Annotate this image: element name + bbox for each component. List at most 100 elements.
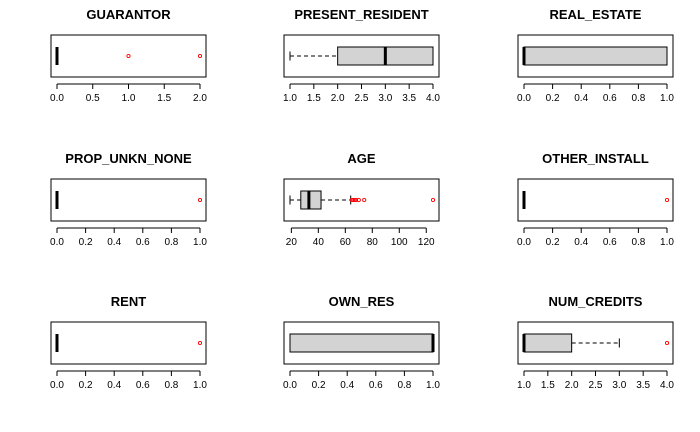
x-tick-label: 1.5 <box>157 93 171 104</box>
box <box>523 46 668 66</box>
x-tick-label: 20 <box>286 237 298 248</box>
x-tick-label: 0.6 <box>136 237 150 248</box>
x-tick-label: 40 <box>313 237 325 248</box>
x-tick-label: 0.0 <box>283 380 297 391</box>
panel-rent: RENT 0.0 0.2 0.4 0.6 0.8 1.0 <box>50 294 207 391</box>
x-tick-label: 2.0 <box>331 93 345 104</box>
x-tick-label: 0.2 <box>546 237 560 248</box>
x-tick-label: 0.4 <box>574 93 588 104</box>
panel-present-resident: PRESENT_RESIDENT 1.0 1.5 2.0 2.5 3.0 3.5 4.0 <box>283 7 440 104</box>
x-tick-label: 0.4 <box>107 237 121 248</box>
x-tick-label: 0.6 <box>136 380 150 391</box>
outlier-point <box>354 197 359 203</box>
outlier-point <box>351 197 356 203</box>
x-tick-label: 2.0 <box>565 380 579 391</box>
x-tick-label: 4.0 <box>426 93 440 104</box>
box <box>300 190 322 210</box>
panel-title: NUM_CREDITS <box>549 294 643 309</box>
x-tick-label: 2.0 <box>193 93 207 104</box>
plot-frame <box>283 178 440 222</box>
x-tick-label: 3.0 <box>378 93 392 104</box>
x-tick-label: 1.0 <box>660 237 674 248</box>
x-tick-label: 1.0 <box>193 380 207 391</box>
x-tick-label: 0.6 <box>603 93 617 104</box>
x-tick-label: 0.0 <box>50 380 64 391</box>
x-tick-label: 0.5 <box>86 93 100 104</box>
x-tick-label: 1.5 <box>307 93 321 104</box>
x-tick-label: 0.4 <box>107 380 121 391</box>
x-tick-label: 0.2 <box>79 237 93 248</box>
plot-frame <box>517 321 674 365</box>
panel-num-credits: NUM_CREDITS 1.0 1.5 2.0 2.5 3.0 3.5 4.0 <box>517 294 674 391</box>
x-tick-label: 1.0 <box>122 93 136 104</box>
panel-title: REAL_ESTATE <box>550 7 642 22</box>
x-tick-label: 1.0 <box>426 380 440 391</box>
plot-frame <box>517 178 674 222</box>
panel-title: OTHER_INSTALL <box>542 151 649 166</box>
x-tick-label: 0.0 <box>517 93 531 104</box>
x-tick-label: 3.5 <box>636 380 650 391</box>
plot-frame <box>283 321 440 365</box>
outlier-point <box>126 53 131 59</box>
x-tick-label: 0.2 <box>312 380 326 391</box>
plot-frame <box>50 321 207 365</box>
panel-other-install: OTHER_INSTALL 0.0 0.2 0.4 0.6 0.8 1.0 <box>517 151 674 248</box>
outlier-point <box>352 197 357 203</box>
outlier-point <box>362 197 367 203</box>
x-tick-label: 0.0 <box>50 237 64 248</box>
outlier-point <box>350 197 355 203</box>
panel-prop-unkn-none: PROP_UNKN_NONE 0.0 0.2 0.4 0.6 0.8 1.0 <box>50 151 207 248</box>
x-tick-label: 0.2 <box>546 93 560 104</box>
outlier-point <box>664 197 670 203</box>
panel-title: OWN_RES <box>329 294 395 309</box>
outlier-point <box>430 197 436 203</box>
x-tick-label: 0.6 <box>369 380 383 391</box>
outlier-point <box>197 53 203 59</box>
x-tick-label: 3.0 <box>612 380 626 391</box>
x-tick-label: 4.0 <box>660 380 674 391</box>
panel-title: AGE <box>347 151 376 166</box>
box <box>289 333 434 353</box>
x-tick-label: 2.5 <box>589 380 603 391</box>
x-tick-label: 1.0 <box>517 380 531 391</box>
plot-frame <box>50 34 207 78</box>
panel-title: RENT <box>111 294 146 309</box>
plot-frame <box>517 34 674 78</box>
x-tick-label: 2.5 <box>355 93 369 104</box>
x-tick-label: 120 <box>418 237 435 248</box>
panel-own-res: OWN_RES 0.0 0.2 0.4 0.6 0.8 1.0 <box>283 294 440 391</box>
outlier-point <box>197 340 203 346</box>
x-tick-label: 1.0 <box>660 93 674 104</box>
x-tick-label: 0.8 <box>164 237 178 248</box>
panel-guarantor: GUARANTOR 0.0 0.5 1.0 1.5 2.0 <box>50 7 207 104</box>
x-tick-label: 1.0 <box>283 93 297 104</box>
x-tick-label: 0.0 <box>50 93 64 104</box>
outlier-point <box>197 197 203 203</box>
plot-frame <box>283 34 440 78</box>
x-tick-label: 80 <box>367 237 379 248</box>
x-tick-label: 100 <box>391 237 408 248</box>
panel-title: GUARANTOR <box>86 7 171 22</box>
x-tick-label: 0.8 <box>631 237 645 248</box>
x-tick-label: 0.2 <box>79 380 93 391</box>
x-tick-label: 0.4 <box>340 380 354 391</box>
outlier-point <box>664 340 670 346</box>
panel-age: AGE 20 40 60 80 100 120 <box>283 151 440 248</box>
panel-title: PRESENT_RESIDENT <box>294 7 428 22</box>
panel-real-estate: REAL_ESTATE 0.0 0.2 0.4 0.6 0.8 1.0 <box>517 7 674 104</box>
plot-frame <box>50 178 207 222</box>
x-tick-label: 0.8 <box>164 380 178 391</box>
box <box>523 333 573 353</box>
x-tick-label: 0.8 <box>631 93 645 104</box>
x-tick-label: 0.4 <box>574 237 588 248</box>
x-tick-label: 0.8 <box>397 380 411 391</box>
x-tick-label: 60 <box>340 237 352 248</box>
x-tick-label: 0.0 <box>517 237 531 248</box>
x-tick-label: 0.6 <box>603 237 617 248</box>
panel-title: PROP_UNKN_NONE <box>65 151 192 166</box>
outlier-point <box>356 197 361 203</box>
x-tick-label: 1.0 <box>193 237 207 248</box>
x-tick-label: 3.5 <box>402 93 416 104</box>
x-tick-label: 1.5 <box>541 380 555 391</box>
